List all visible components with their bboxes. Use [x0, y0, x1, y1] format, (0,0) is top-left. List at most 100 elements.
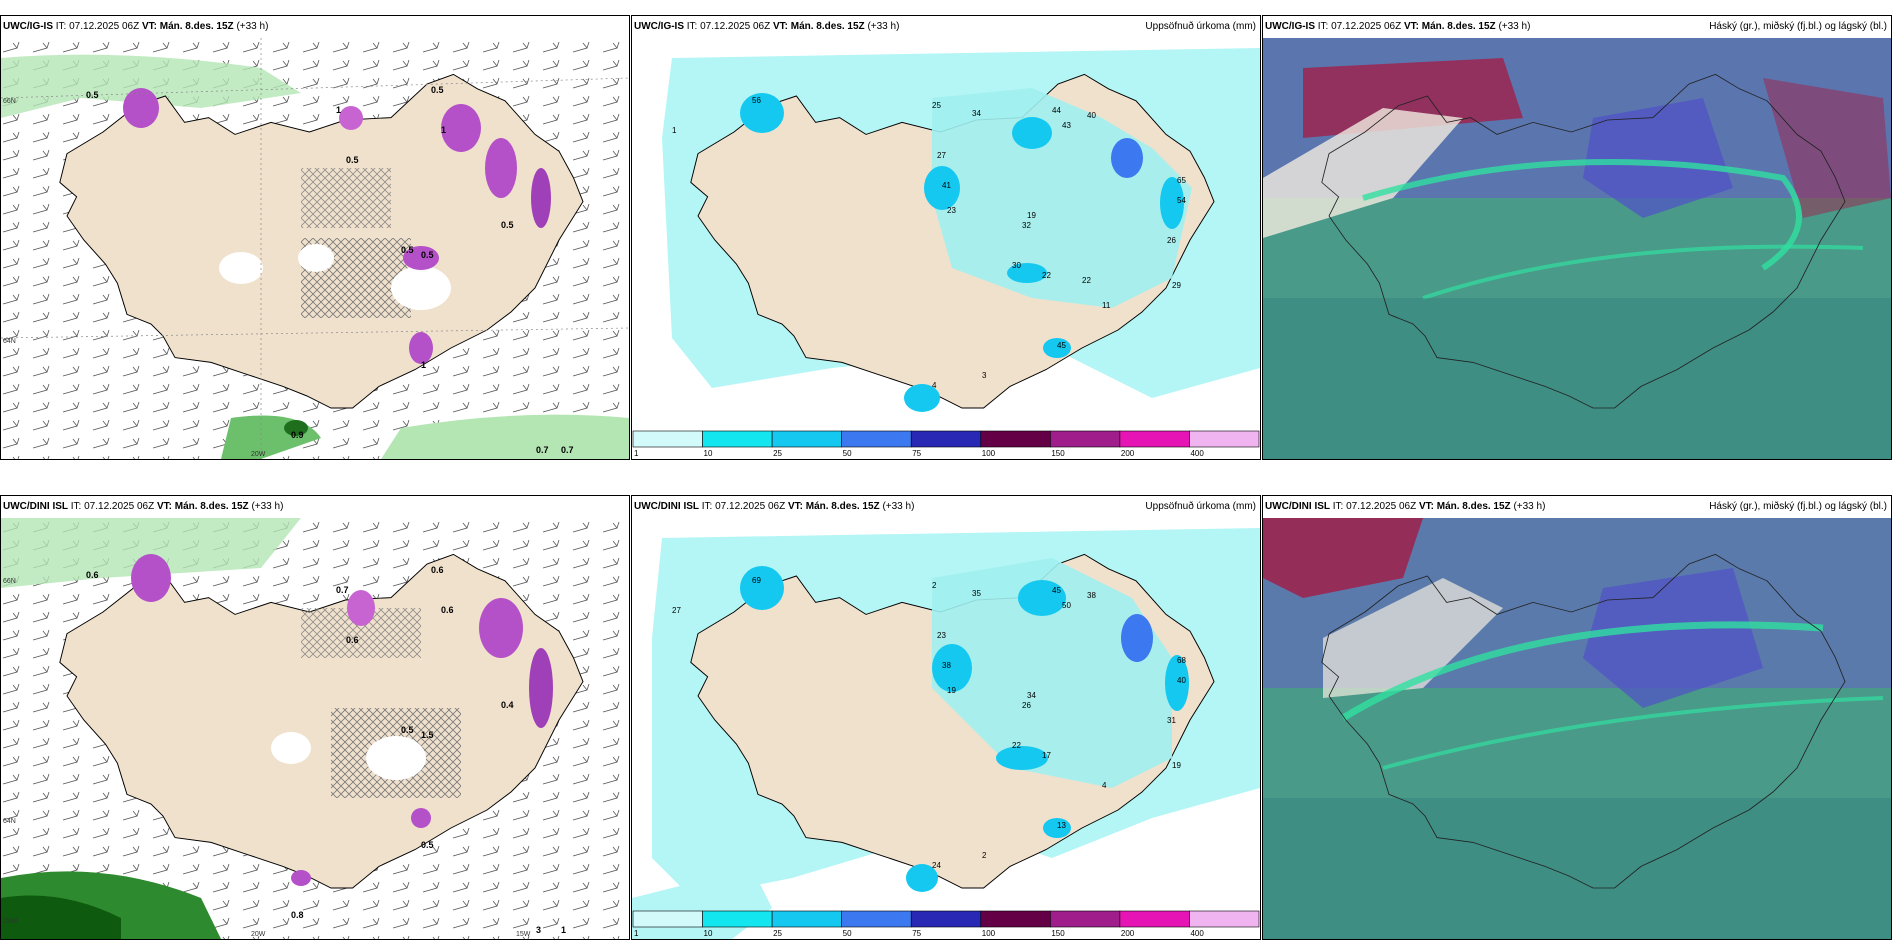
legend-swatch: [702, 910, 773, 928]
snow-depth-label: 1: [561, 925, 566, 935]
legend-swatch: [632, 910, 703, 928]
legend-swatch: [771, 910, 842, 928]
legend-swatch: [1189, 430, 1260, 448]
precip-value-label: 32: [1022, 221, 1031, 230]
legend-swatch: [841, 910, 912, 928]
precip-value-label: 26: [1022, 701, 1031, 710]
snow-depth-label: 0.5: [401, 245, 414, 255]
precip-value-label: 19: [947, 686, 956, 695]
legend-tick-label: 100: [982, 449, 996, 458]
field-name: Uppsöfnuð úrkoma (mm): [1145, 21, 1256, 32]
valid-time: Mán. 8.des. 15Z: [805, 501, 880, 512]
legend-swatch: [1050, 910, 1121, 928]
lat-label-64: 64N: [3, 338, 16, 345]
panel-title: UWC/IG-IS IT: 07.12.2025 06Z VT: Mán. 8.…: [632, 16, 1260, 38]
precip-value-label: 17: [1042, 751, 1051, 760]
precip-value-label: 27: [937, 151, 946, 160]
snow-map-ig: 66N 64N 20W 0.5 0.5 1 0.5 1 0.5 0.5 0.5 1 0.9 0.7 0…: [1, 38, 629, 459]
valid-time: Mán. 8.des. 15Z: [174, 501, 249, 512]
snow-depth-label: 1: [441, 125, 446, 135]
snow-map-dini: 66N 64N 25W 20W 15W 0.6 0.6 0.7 0.6 0.6 0.5 1.…: [1, 518, 629, 939]
snow-depth-label: 0.5: [421, 840, 434, 850]
lead-time: (+33 h): [236, 21, 269, 32]
legend-swatch: [1119, 910, 1190, 928]
legend-swatch: [980, 910, 1051, 928]
it-label: IT:: [55, 21, 67, 32]
legend-tick-label: 10: [704, 929, 713, 938]
valid-time: Mán. 8.des. 15Z: [1436, 501, 1511, 512]
cloud-map-ig: [1263, 38, 1891, 459]
legend-tick-label: 1: [634, 449, 639, 458]
snow-depth-label: 0.7: [536, 445, 549, 455]
vt-label: VT:: [1418, 501, 1434, 512]
snow-depth-label: 0.5: [86, 90, 99, 100]
legend-swatch: [632, 430, 703, 448]
snow-blob: [123, 88, 159, 128]
precip-value-label: 43: [1062, 121, 1071, 130]
precip-value-label: 19: [1172, 761, 1181, 770]
panel-title: UWC/DINI ISL IT: 07.12.2025 06Z VT: Mán.…: [1263, 496, 1891, 518]
lon-label-20: 20W: [251, 451, 266, 458]
lead-time: (+33 h): [1513, 501, 1546, 512]
legend-tick-label: 100: [982, 929, 996, 938]
panel-dini-clouds: UWC/DINI ISL IT: 07.12.2025 06Z VT: Mán.…: [1262, 495, 1892, 940]
precip-value-label: 54: [1177, 196, 1186, 205]
legend-tick-label: 400: [1190, 449, 1204, 458]
it-label: IT:: [686, 21, 698, 32]
snow-depth-label: 0.6: [86, 570, 99, 580]
precip-value-label: 56: [752, 96, 761, 105]
precip-value-label: 22: [1042, 271, 1051, 280]
legend-swatch: [980, 430, 1051, 448]
precip-value-label: 27: [672, 606, 681, 615]
it-label: IT:: [701, 501, 713, 512]
vt-label: VT:: [141, 21, 157, 32]
panel-dini-snow: UWC/DINI ISL IT: 07.12.2025 06Z VT: Mán.…: [0, 495, 630, 940]
valid-time: Mán. 8.des. 15Z: [1421, 21, 1496, 32]
lead-time: (+33 h): [867, 21, 900, 32]
snow-depth-label: 0.7: [336, 585, 349, 595]
snow-depth-label: 0.7: [561, 445, 574, 455]
field-name: Háský (gr.), miðský (fj.bl.) og lágský (…: [1709, 21, 1887, 32]
snow-depth-label: 0.9: [291, 430, 304, 440]
legend-swatch: [841, 430, 912, 448]
precip-legend: 1 10 25 50 75 100 150 200 400: [632, 430, 1260, 458]
panel-title: UWC/IG-IS IT: 07.12.2025 06Z VT: Mán. 8.…: [1263, 16, 1891, 38]
legend-tick-label: 25: [773, 929, 782, 938]
precip-value-label: 40: [1087, 111, 1096, 120]
precip-value-label: 22: [1082, 276, 1091, 285]
legend-swatch: [771, 430, 842, 448]
legend-tick-label: 200: [1121, 449, 1135, 458]
legend-swatch: [910, 430, 982, 448]
snow-depth-label: 0.5: [501, 220, 514, 230]
vt-label: VT:: [156, 501, 172, 512]
cloud-map-dini: [1263, 518, 1891, 939]
model-name: UWC/DINI ISL: [3, 501, 68, 512]
precip-value-label: 50: [1062, 601, 1071, 610]
precip-value-label: 19: [1027, 211, 1036, 220]
vt-label: VT:: [1403, 21, 1419, 32]
valid-time: Mán. 8.des. 15Z: [790, 21, 865, 32]
panel-title: UWC/IG-IS IT: 07.12.2025 06Z VT: Mán. 8.…: [1, 16, 629, 38]
field-name: Háský (gr.), miðský (fj.bl.) og lágský (…: [1709, 501, 1887, 512]
lead-time: (+33 h): [1498, 21, 1531, 32]
legend-tick-label: 150: [1051, 929, 1065, 938]
model-name: UWC/DINI ISL: [1265, 501, 1330, 512]
precip-value-label: 68: [1177, 656, 1186, 665]
precip-value-label: 65: [1177, 176, 1186, 185]
lat-label-66: 66N: [3, 578, 16, 585]
snow-depth-label: 0.5: [401, 725, 414, 735]
precip-value-label: 2: [982, 851, 987, 860]
legend-tick-label: 200: [1121, 929, 1135, 938]
legend-swatch: [1189, 910, 1260, 928]
legend-tick-label: 1: [634, 929, 639, 938]
legend-swatch: [702, 430, 773, 448]
precip-value-label: 44: [1052, 106, 1061, 115]
snow-depth-label: 0.4: [501, 700, 514, 710]
legend-swatch: [910, 910, 982, 928]
snow-depth-label: 1: [421, 360, 426, 370]
precip-value-label: 30: [1012, 261, 1021, 270]
precip-value-label: 2: [932, 581, 937, 590]
lat-label-64: 64N: [3, 818, 16, 825]
legend-tick-label: 150: [1051, 449, 1065, 458]
